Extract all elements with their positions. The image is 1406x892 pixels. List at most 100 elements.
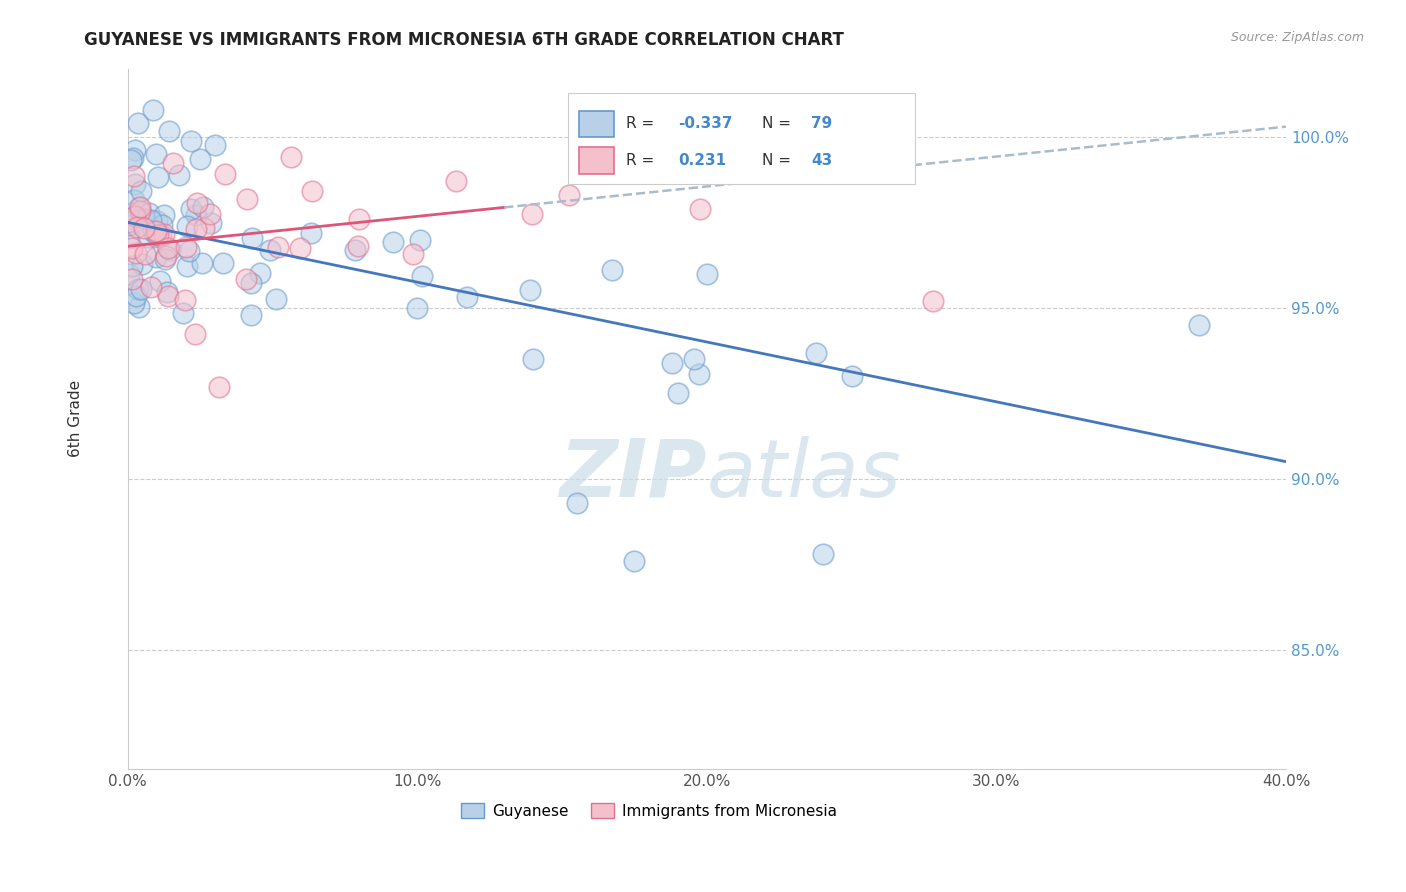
Point	[565, 496, 588, 510]
Point	[124, 177, 146, 191]
Point	[444, 174, 467, 188]
Point	[129, 282, 152, 296]
Point	[141, 212, 163, 227]
Point	[118, 230, 141, 244]
Point	[409, 233, 432, 247]
Point	[299, 227, 322, 241]
Point	[811, 547, 834, 561]
Point	[145, 227, 167, 242]
Point	[145, 224, 167, 238]
Point	[129, 184, 152, 198]
Point	[208, 380, 231, 394]
Point	[120, 153, 142, 168]
Point	[157, 124, 180, 138]
Point	[688, 367, 710, 381]
Text: -0.337: -0.337	[678, 116, 733, 131]
Point	[411, 269, 433, 284]
Point	[1188, 318, 1211, 332]
Point	[683, 352, 706, 367]
Point	[661, 356, 683, 370]
Point	[146, 169, 169, 184]
Point	[240, 309, 263, 323]
Point	[121, 260, 143, 274]
Point	[150, 218, 173, 232]
Point	[122, 152, 145, 166]
Point	[184, 222, 207, 236]
Point	[193, 221, 215, 235]
Point	[696, 267, 718, 281]
Point	[806, 346, 828, 360]
Point	[921, 293, 943, 308]
Point	[135, 211, 157, 226]
Point	[689, 202, 711, 216]
Text: 6th Grade: 6th Grade	[67, 380, 83, 458]
Point	[456, 290, 478, 304]
Point	[121, 272, 143, 286]
Point	[118, 218, 141, 232]
Point	[127, 116, 149, 130]
Point	[124, 209, 146, 223]
Point	[522, 352, 544, 367]
Point	[128, 200, 150, 214]
Text: GUYANESE VS IMMIGRANTS FROM MICRONESIA 6TH GRADE CORRELATION CHART: GUYANESE VS IMMIGRANTS FROM MICRONESIA 6…	[84, 31, 844, 49]
Point	[117, 215, 139, 229]
Point	[128, 301, 150, 315]
Point	[520, 207, 543, 221]
Point	[159, 244, 181, 258]
Text: R =: R =	[626, 116, 654, 131]
Point	[301, 184, 323, 198]
FancyBboxPatch shape	[579, 111, 614, 137]
Point	[142, 103, 165, 117]
Point	[153, 227, 176, 241]
Point	[264, 293, 287, 307]
Point	[602, 262, 624, 277]
Text: N =: N =	[762, 116, 792, 131]
Point	[125, 219, 148, 234]
Point	[134, 246, 156, 260]
Point	[141, 280, 163, 294]
Point	[347, 212, 370, 227]
Point	[240, 231, 263, 245]
Point	[174, 240, 197, 254]
Point	[157, 241, 180, 255]
Point	[132, 220, 155, 235]
FancyBboxPatch shape	[568, 93, 915, 184]
Point	[157, 289, 180, 303]
Text: ZIP: ZIP	[560, 436, 707, 514]
Point	[167, 168, 190, 182]
Point	[145, 250, 167, 264]
Point	[122, 296, 145, 310]
Point	[249, 266, 271, 280]
Legend: Guyanese, Immigrants from Micronesia: Guyanese, Immigrants from Micronesia	[456, 797, 842, 825]
Point	[841, 369, 863, 384]
FancyBboxPatch shape	[579, 147, 614, 174]
Point	[280, 150, 302, 164]
Point	[131, 257, 153, 271]
Point	[211, 256, 233, 270]
Point	[347, 239, 370, 253]
Point	[128, 204, 150, 219]
Point	[146, 228, 169, 243]
Point	[188, 152, 211, 166]
Point	[176, 219, 198, 233]
Text: R =: R =	[626, 153, 654, 168]
Point	[136, 230, 159, 244]
Point	[153, 252, 176, 266]
Point	[149, 228, 172, 243]
Point	[200, 216, 222, 230]
Point	[186, 196, 208, 211]
Point	[121, 206, 143, 220]
Point	[180, 135, 202, 149]
Point	[129, 200, 152, 214]
Point	[184, 208, 207, 222]
Text: Source: ZipAtlas.com: Source: ZipAtlas.com	[1230, 31, 1364, 45]
Point	[236, 193, 259, 207]
Point	[127, 282, 149, 296]
Point	[124, 144, 146, 158]
Point	[180, 202, 202, 216]
Point	[214, 167, 236, 181]
Point	[204, 137, 226, 152]
Point	[153, 208, 176, 222]
Point	[666, 386, 689, 401]
Point	[193, 200, 215, 214]
